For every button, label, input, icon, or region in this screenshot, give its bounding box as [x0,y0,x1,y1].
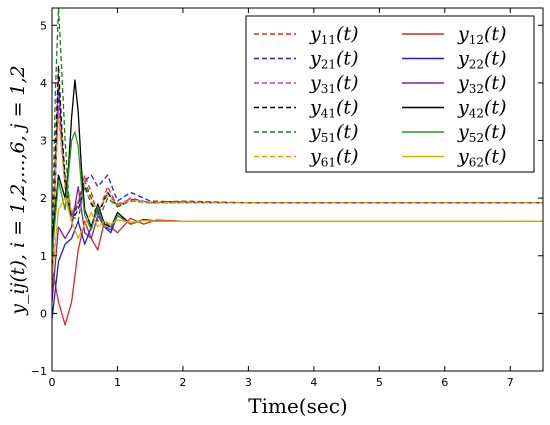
x-axis-title: Time(sec) [248,394,347,418]
series-line-y22 [52,209,543,320]
legend-box [245,15,535,173]
y-tick-label: 1 [40,250,47,263]
legend-label-y31: y31(t) [309,72,358,96]
x-tick-label: 7 [507,376,514,389]
y-tick-label: 3 [40,135,47,148]
plot-area-frame [51,7,544,372]
y-axis-title: y_ij(t), i = 1,2,...,6, j = 1,2 [7,65,29,316]
legend: y11(t) y12(t) y21(t) y22(t) y31(t) y32(t) y41(… [245,15,535,173]
legend-label-y42: y42(t) [457,97,506,121]
legend-label-y62: y62(t) [457,146,506,170]
series-line-y11 [52,76,543,285]
legend-label-y51: y51(t) [309,121,358,145]
legend-label-y22: y22(t) [457,48,506,72]
legend-label-y21: y21(t) [309,48,358,72]
y-tick-label: 2 [40,192,47,205]
y-tick-label: 0 [40,307,47,320]
legend-label-y11: y11(t) [309,23,358,47]
y-tick-label: 5 [40,19,47,32]
x-tick-label: 2 [179,376,186,389]
x-tick-label: 5 [376,376,383,389]
legend-label-y52: y52(t) [457,121,506,145]
series-line-y12 [52,217,543,326]
y-tick-label: −1 [31,365,47,378]
legend-label-y12: y12(t) [457,23,506,47]
series-line-y62 [52,197,543,279]
y-tick-label: 4 [40,77,47,90]
x-tick-label: 4 [310,376,317,389]
series-line-y21 [52,88,543,297]
x-tick-label: 6 [441,376,448,389]
series-layer [52,8,543,326]
x-tick-label: 0 [49,376,56,389]
x-tick-label: 1 [114,376,121,389]
legend-label-y32: y32(t) [457,72,506,96]
legend-label-y61: y61(t) [309,146,358,170]
legend-label-y41: y41(t) [309,97,358,121]
series-line-y41 [52,64,543,279]
x-tick-label: 3 [245,376,252,389]
